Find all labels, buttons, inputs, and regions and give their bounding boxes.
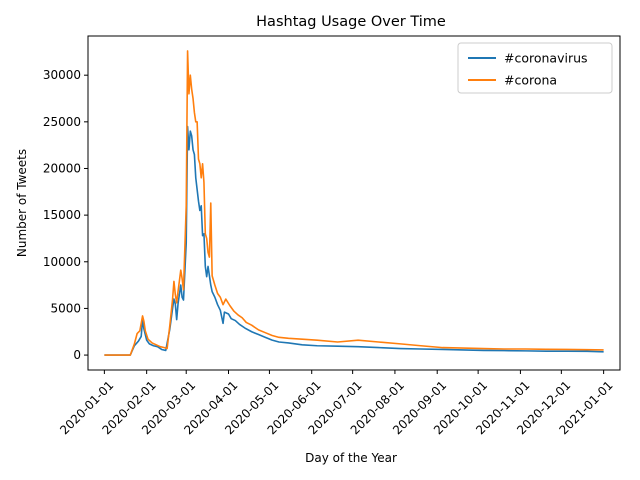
legend-label-1: #coronavirus (504, 51, 588, 66)
y-tick-label: 0 (73, 348, 81, 362)
legend: #coronavirus #corona (457, 42, 613, 94)
y-axis-label: Number of Tweets (15, 149, 29, 257)
y-tick-label: 10000 (43, 255, 81, 269)
y-axis: 0 5000 10000 15000 20000 25000 30000 (43, 68, 88, 362)
y-tick-label: 20000 (43, 161, 81, 175)
series-line-2 (104, 50, 604, 356)
legend-box (457, 42, 613, 94)
y-tick-label: 15000 (43, 208, 81, 222)
chart-title: Hashtag Usage Over Time (256, 14, 446, 30)
legend-label-2: #corona (504, 73, 557, 88)
series-layer (104, 50, 604, 356)
y-tick-label: 30000 (43, 68, 81, 82)
series-line-1 (104, 125, 604, 356)
x-axis-label: Day of the Year (305, 451, 397, 465)
y-tick-label: 25000 (43, 115, 81, 129)
y-tick-label: 5000 (50, 301, 81, 315)
